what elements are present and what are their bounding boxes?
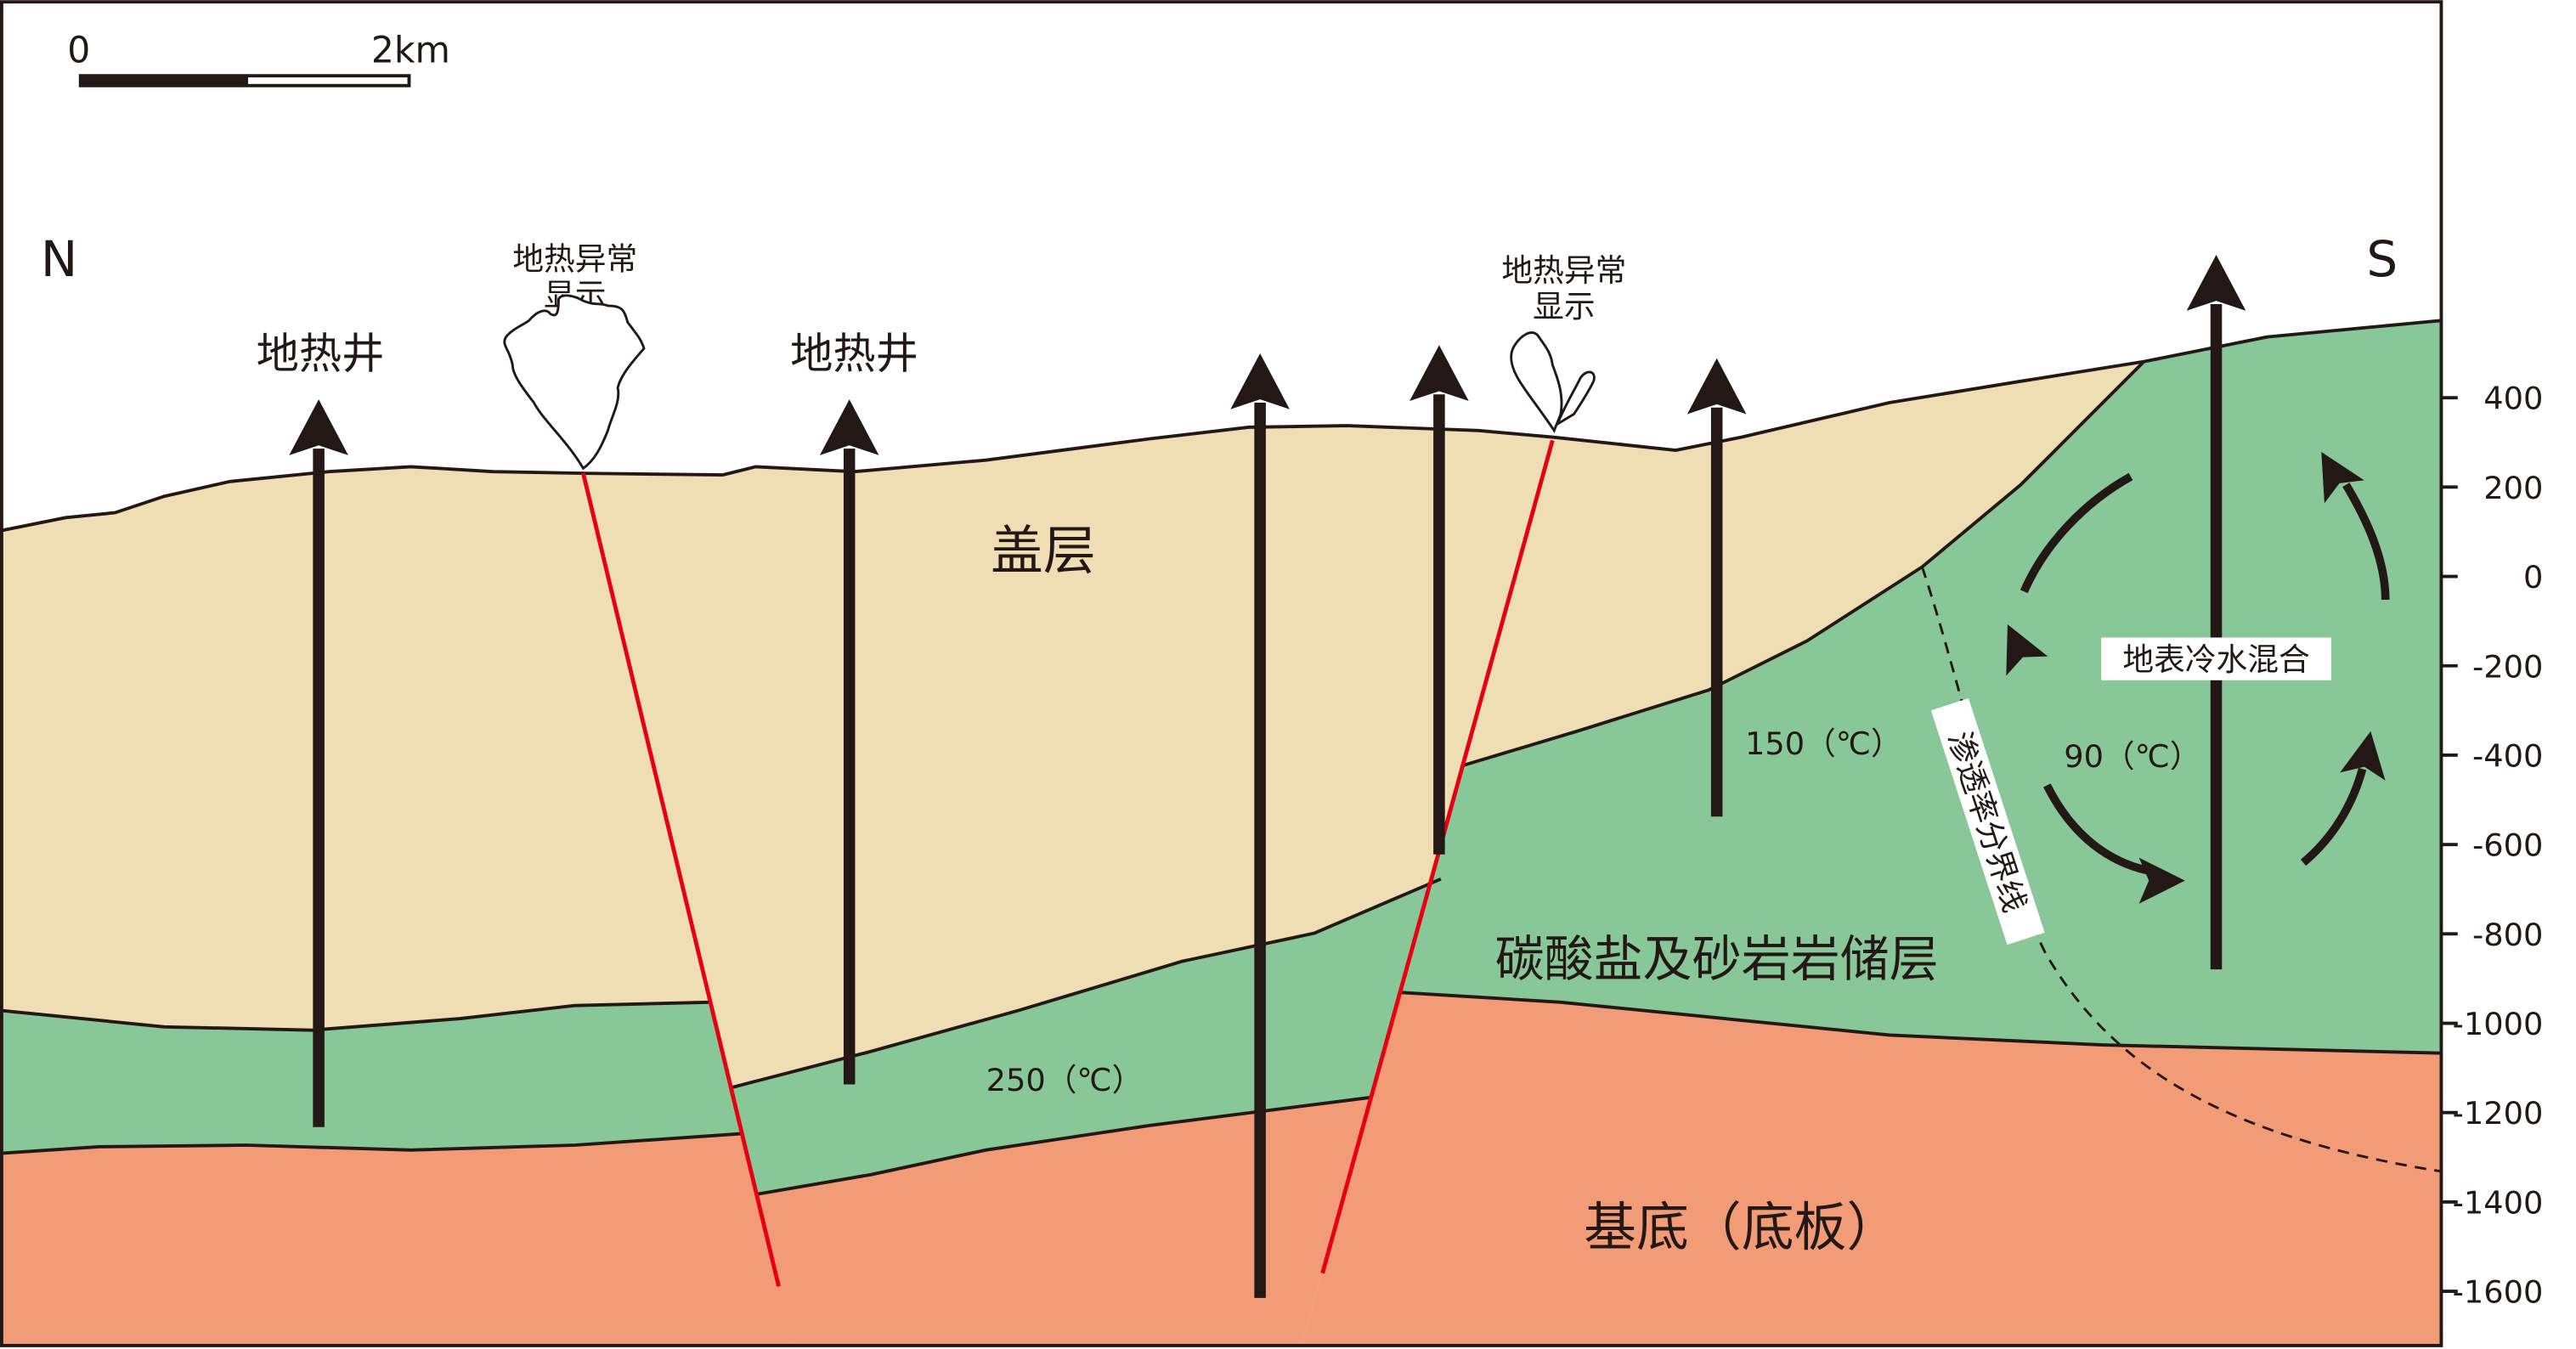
axis-tick-label: -1600 [2453, 1274, 2544, 1311]
up-arrow-icon [1230, 353, 1290, 409]
stratum-boundary [755, 1096, 1370, 1196]
arrowhead-icon [2340, 731, 2386, 781]
stratum-boundary [1461, 360, 2145, 768]
arrowhead-icon [2321, 451, 2364, 504]
circulation-arrows [2006, 451, 2390, 904]
anomaly-label: 地热异常 [1501, 252, 1626, 289]
temperature-label: 90（℃） [2064, 738, 2200, 775]
scale-bar: 0 2km [67, 31, 450, 87]
north-label: N [41, 230, 77, 288]
up-arrow-icon [819, 399, 879, 455]
strata [0, 320, 2442, 1347]
stratum-boundary [0, 1000, 710, 1032]
circulation-arrow [2020, 472, 2133, 594]
basement-layer [1301, 992, 2442, 1347]
stratum-boundary [0, 1132, 743, 1155]
reservoir-layer [0, 1002, 743, 1154]
basement-layer [0, 1133, 794, 1347]
scale-start-label: 0 [67, 31, 90, 72]
reservoir-layer [1399, 320, 2442, 1053]
circulation-arrow [2043, 783, 2150, 875]
axis-tick-label: -600 [2472, 827, 2543, 864]
anomaly-label: 显示 [1533, 288, 1595, 325]
geothermal-anomaly-shape [1510, 331, 1596, 433]
depth-axis: 400 200 0 -200 -400 -600 -800 -1000 -1200 -1400 -1… [2441, 381, 2543, 1311]
south-label: S [2366, 230, 2398, 288]
axis-tick-label: -1400 [2453, 1184, 2544, 1221]
arrowhead-icon [2006, 624, 2048, 676]
circulation-arrow [2342, 483, 2390, 601]
permeability-boundary-line [1921, 566, 2442, 1173]
axis-tick-label: -1000 [2453, 1006, 2544, 1042]
basement-label: 基底（底板） [1584, 1197, 1899, 1258]
reservoir-layer-label: 碳酸盐及砂岩岩储层 [1495, 930, 1939, 988]
axis-tick-label: -200 [2472, 648, 2543, 685]
axis-tick-label: -400 [2472, 737, 2543, 774]
temperature-label: 150（℃） [1745, 725, 1902, 762]
arrowhead-icon [2138, 857, 2185, 904]
stratum-boundary [0, 319, 2442, 533]
up-arrow-icon [2186, 254, 2246, 311]
axis-tick-label: -1200 [2453, 1095, 2544, 1132]
anomaly-label: 地热异常 [512, 240, 637, 277]
axis-tick-label: 200 [2483, 470, 2543, 506]
up-arrow-icon [289, 399, 348, 455]
wells [289, 254, 2246, 1298]
up-arrow-icon [1409, 345, 1469, 402]
circulation-arrow [2300, 767, 2367, 866]
stratum-boundary [1399, 991, 2442, 1055]
basement-layer [755, 1097, 1370, 1347]
axis-tick-label: 400 [2483, 381, 2543, 417]
cold-water-mixing-label: 地表冷水混合 [2122, 641, 2309, 678]
up-arrow-icon [1686, 358, 1747, 415]
well-label: 地热井 [257, 328, 385, 378]
fault-line [1320, 439, 1555, 1274]
axis-tick-label: -800 [2472, 917, 2543, 953]
axis-tick-label: 0 [2523, 559, 2543, 595]
well-label: 地热井 [790, 328, 918, 378]
temperature-label: 250（℃） [986, 1062, 1144, 1098]
scale-end-label: 2km [371, 31, 450, 72]
section-frame [0, 0, 2443, 1347]
fault-line [581, 472, 781, 1287]
geothermal-anomaly-shape [503, 294, 646, 471]
cap-layer-label: 盖层 [991, 520, 1096, 581]
